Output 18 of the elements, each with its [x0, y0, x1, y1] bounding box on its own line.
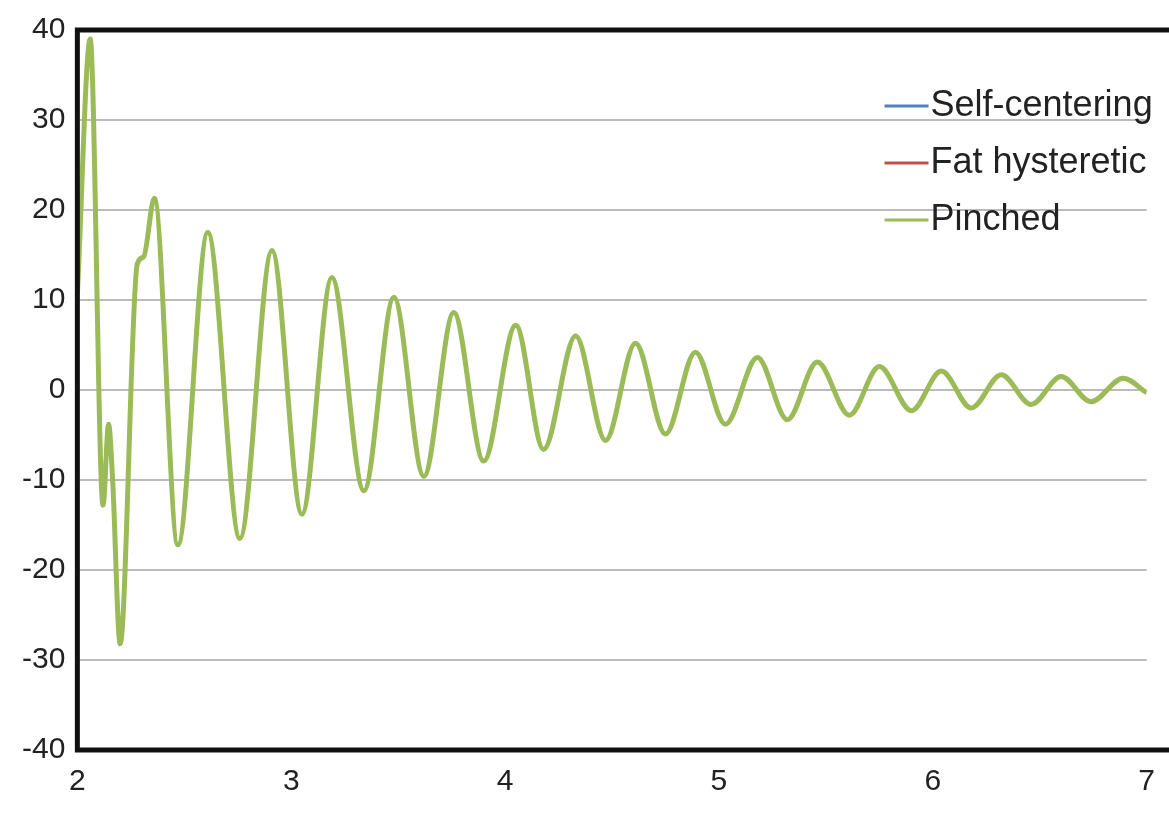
y-tick-label: -10	[22, 461, 66, 495]
legend-label: Fat hysteretic	[930, 139, 1147, 181]
y-tick-label: 10	[31, 281, 66, 315]
x-tick-label: 6	[924, 763, 942, 797]
y-tick-label: 0	[48, 371, 66, 405]
x-tick-label: 7	[1138, 763, 1155, 797]
x-tick-label: 3	[282, 763, 300, 797]
legend-label: Self-centering	[930, 82, 1153, 124]
y-tick-label: -30	[22, 641, 66, 675]
y-tick-label: 30	[31, 101, 66, 135]
x-tick-label: 2	[69, 763, 86, 797]
x-tick-label: 5	[710, 763, 728, 797]
y-tick-label: -20	[22, 551, 66, 585]
y-tick-label: -40	[22, 731, 66, 765]
y-tick-label: 40	[31, 11, 66, 45]
legend-label: Pinched	[930, 196, 1061, 238]
x-tick-label: 4	[496, 763, 514, 797]
y-tick-label: 20	[31, 191, 66, 225]
